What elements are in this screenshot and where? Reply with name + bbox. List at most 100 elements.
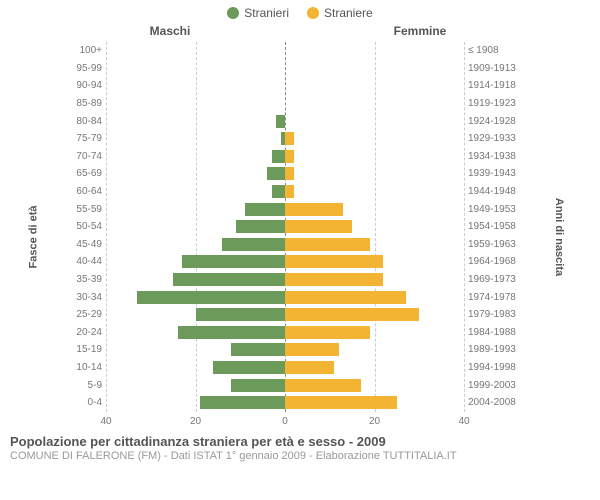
table-row: 55-59 1949-1953 <box>58 200 526 218</box>
chart-title: Popolazione per cittadinanza straniera p… <box>10 434 590 449</box>
bar-half-female <box>285 95 464 113</box>
year-label: 1929-1933 <box>464 133 526 144</box>
bar-female <box>285 361 334 374</box>
bar-male <box>178 326 285 339</box>
age-label: 80-84 <box>58 116 106 127</box>
x-tick: 20 <box>369 416 380 427</box>
bar-male <box>236 220 285 233</box>
table-row: 80-84 1924-1928 <box>58 112 526 130</box>
bar-area <box>106 165 464 183</box>
age-label: 100+ <box>58 45 106 56</box>
bar-half-male <box>106 271 285 289</box>
bar-male <box>213 361 285 374</box>
bar-area <box>106 236 464 254</box>
bar-area <box>106 130 464 148</box>
bar-half-female <box>285 306 464 324</box>
bar-male <box>173 273 285 286</box>
age-label: 5-9 <box>58 380 106 391</box>
age-label: 55-59 <box>58 204 106 215</box>
bar-half-female <box>285 236 464 254</box>
bar-half-male <box>106 218 285 236</box>
bar-area <box>106 148 464 166</box>
bar-male <box>272 150 285 163</box>
table-row: 75-791929-1933 <box>58 130 526 148</box>
bar-half-male <box>106 253 285 271</box>
x-tick: 40 <box>100 416 111 427</box>
header-female: Femmine <box>300 24 600 38</box>
bar-area <box>106 200 464 218</box>
bar-female <box>285 203 343 216</box>
age-label: 60-64 <box>58 186 106 197</box>
bar-male <box>231 379 285 392</box>
bar-half-female <box>285 218 464 236</box>
bar-area <box>106 253 464 271</box>
bar-half-female <box>285 271 464 289</box>
bar-female <box>285 220 352 233</box>
year-label: 1994-1998 <box>464 362 526 373</box>
table-row: 20-241984-1988 <box>58 324 526 342</box>
age-label: 50-54 <box>58 221 106 232</box>
bar-female <box>285 396 397 409</box>
bar-male <box>196 308 286 321</box>
bar-half-male <box>106 200 285 218</box>
bar-half-male <box>106 306 285 324</box>
year-label: 1949-1953 <box>464 204 526 215</box>
legend: Stranieri Straniere <box>0 0 600 20</box>
table-row: 95-991909-1913 <box>58 60 526 78</box>
year-label: 1924-1928 <box>464 116 526 127</box>
year-label: 1919-1923 <box>464 98 526 109</box>
table-row: 0-42004-2008 <box>58 394 526 412</box>
table-row: 70-741934-1938 <box>58 148 526 166</box>
x-tick: 20 <box>190 416 201 427</box>
bar-female <box>285 238 370 251</box>
bar-half-male <box>106 236 285 254</box>
bar-half-female <box>285 341 464 359</box>
bar-area <box>106 359 464 377</box>
legend-swatch-female <box>307 7 319 19</box>
age-label: 30-34 <box>58 292 106 303</box>
table-row: 30-34 1974-1978 <box>58 288 526 306</box>
bar-female <box>285 343 339 356</box>
bar-female <box>285 255 383 268</box>
bar-half-male <box>106 77 285 95</box>
bar-half-female <box>285 112 464 130</box>
legend-swatch-male <box>227 7 239 19</box>
bar-half-male <box>106 112 285 130</box>
chart-footer: Popolazione per cittadinanza straniera p… <box>0 432 600 464</box>
bar-female <box>285 167 294 180</box>
bar-female <box>285 291 406 304</box>
table-row: 40-441964-1968 <box>58 253 526 271</box>
bar-half-female <box>285 253 464 271</box>
bar-half-male <box>106 165 285 183</box>
chart-subtitle: COMUNE DI FALERONE (FM) - Dati ISTAT 1° … <box>10 450 590 462</box>
age-label: 25-29 <box>58 309 106 320</box>
year-label: 1969-1973 <box>464 274 526 285</box>
year-label: 1974-1978 <box>464 292 526 303</box>
bar-male <box>222 238 285 251</box>
x-tick: 40 <box>458 416 469 427</box>
year-label: 1939-1943 <box>464 168 526 179</box>
age-label: 35-39 <box>58 274 106 285</box>
table-row: 85-891919-1923 <box>58 95 526 113</box>
bar-female <box>285 132 294 145</box>
table-row: 50-541954-1958 <box>58 218 526 236</box>
column-headers: Maschi Femmine <box>0 24 600 38</box>
age-label: 20-24 <box>58 327 106 338</box>
bar-half-female <box>285 77 464 95</box>
bar-half-male <box>106 148 285 166</box>
bar-half-male <box>106 288 285 306</box>
year-label: 1959-1963 <box>464 239 526 250</box>
bar-half-male <box>106 42 285 60</box>
year-label: 1989-1993 <box>464 344 526 355</box>
x-axis: 402002040 <box>106 414 464 432</box>
bar-area <box>106 77 464 95</box>
bar-area <box>106 341 464 359</box>
year-label: 1979-1983 <box>464 309 526 320</box>
legend-label-male: Stranieri <box>244 6 289 20</box>
table-row: 60-641944-1948 <box>58 183 526 201</box>
bar-female <box>285 308 419 321</box>
bar-half-male <box>106 95 285 113</box>
bar-area <box>106 288 464 306</box>
bar-half-female <box>285 130 464 148</box>
y-axis-right-title: Anni di nascita <box>553 198 565 276</box>
